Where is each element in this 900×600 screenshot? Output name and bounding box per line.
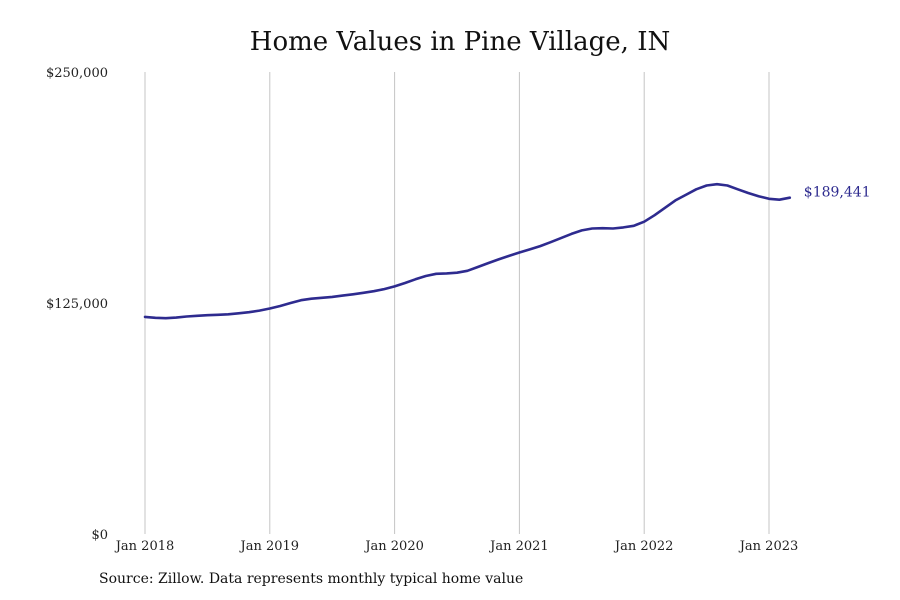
series-line-home-value <box>143 182 792 320</box>
end-value-label: $189,441 <box>804 185 871 201</box>
x-tick-label: Jan 2023 <box>738 539 799 554</box>
y-tick-label: $0 <box>91 528 108 543</box>
x-tick-label: Jan 2021 <box>488 539 549 554</box>
y-tick-label: $125,000 <box>46 297 108 312</box>
gridlines <box>144 72 770 534</box>
x-axis-ticks: Jan 2018 Jan 2019 Jan 2020 Jan 2021 Jan 2022… <box>114 539 799 554</box>
x-tick-label: Jan 2020 <box>363 539 424 554</box>
x-tick-label: Jan 2018 <box>114 539 175 554</box>
chart-title: Home Values in Pine Village, IN <box>250 27 670 57</box>
x-tick-label: Jan 2019 <box>239 539 300 554</box>
y-axis-ticks: $0 $125,000 $250,000 <box>46 66 108 543</box>
y-tick-label: $250,000 <box>46 66 108 81</box>
source-note: Source: Zillow. Data represents monthly … <box>99 571 524 587</box>
x-tick-label: Jan 2022 <box>613 539 674 554</box>
